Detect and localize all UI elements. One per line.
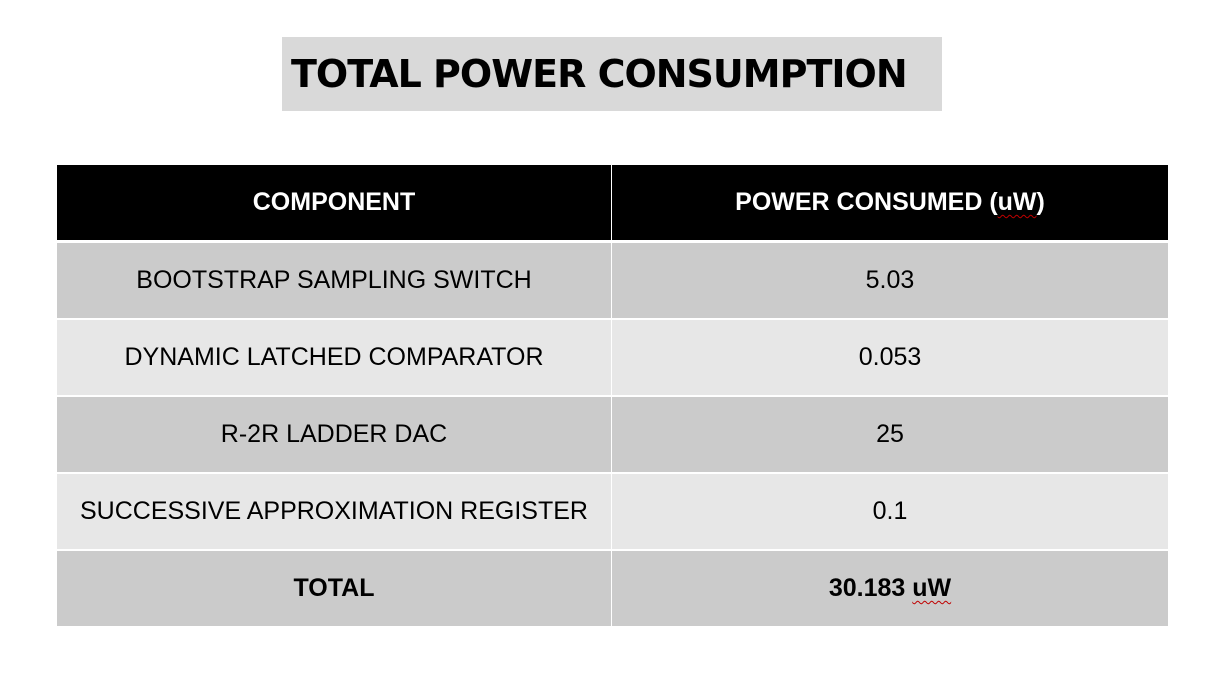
- title-box: TOTAL POWER CONSUMPTION: [282, 37, 942, 111]
- column-header-power-suffix: ): [1036, 188, 1045, 216]
- total-value: 30.183 uW: [611, 550, 1169, 626]
- column-header-power-unit: uW: [997, 188, 1037, 216]
- power-cell: 25: [611, 396, 1169, 474]
- column-header-power: POWER CONSUMED (uW): [611, 165, 1169, 243]
- table-row: BOOTSTRAP SAMPLING SWITCH 5.03: [56, 241, 1169, 320]
- total-label: TOTAL: [56, 550, 612, 626]
- table-row: R-2R LADDER DAC 25: [56, 396, 1169, 474]
- column-header-power-prefix: POWER CONSUMED (: [735, 188, 998, 216]
- power-cell: 0.1: [611, 473, 1169, 551]
- table-row: DYNAMIC LATCHED COMPARATOR 0.053: [56, 319, 1169, 397]
- power-consumption-table: COMPONENT POWER CONSUMED (uW) BOOTSTRAP …: [56, 165, 1169, 626]
- component-cell: SUCCESSIVE APPROXIMATION REGISTER: [56, 473, 612, 551]
- power-cell: 5.03: [611, 241, 1169, 320]
- component-cell: R-2R LADDER DAC: [56, 396, 612, 474]
- power-cell: 0.053: [611, 319, 1169, 397]
- column-header-component: COMPONENT: [56, 165, 612, 243]
- table-row: SUCCESSIVE APPROXIMATION REGISTER 0.1: [56, 473, 1169, 551]
- total-row: TOTAL 30.183 uW: [56, 550, 1169, 626]
- page-title: TOTAL POWER CONSUMPTION: [291, 52, 908, 96]
- table-header-row: COMPONENT POWER CONSUMED (uW): [56, 165, 1169, 243]
- component-cell: DYNAMIC LATCHED COMPARATOR: [56, 319, 612, 397]
- component-cell: BOOTSTRAP SAMPLING SWITCH: [56, 241, 612, 320]
- total-value-number: 30.183: [828, 574, 913, 602]
- total-value-unit: uW: [912, 574, 952, 602]
